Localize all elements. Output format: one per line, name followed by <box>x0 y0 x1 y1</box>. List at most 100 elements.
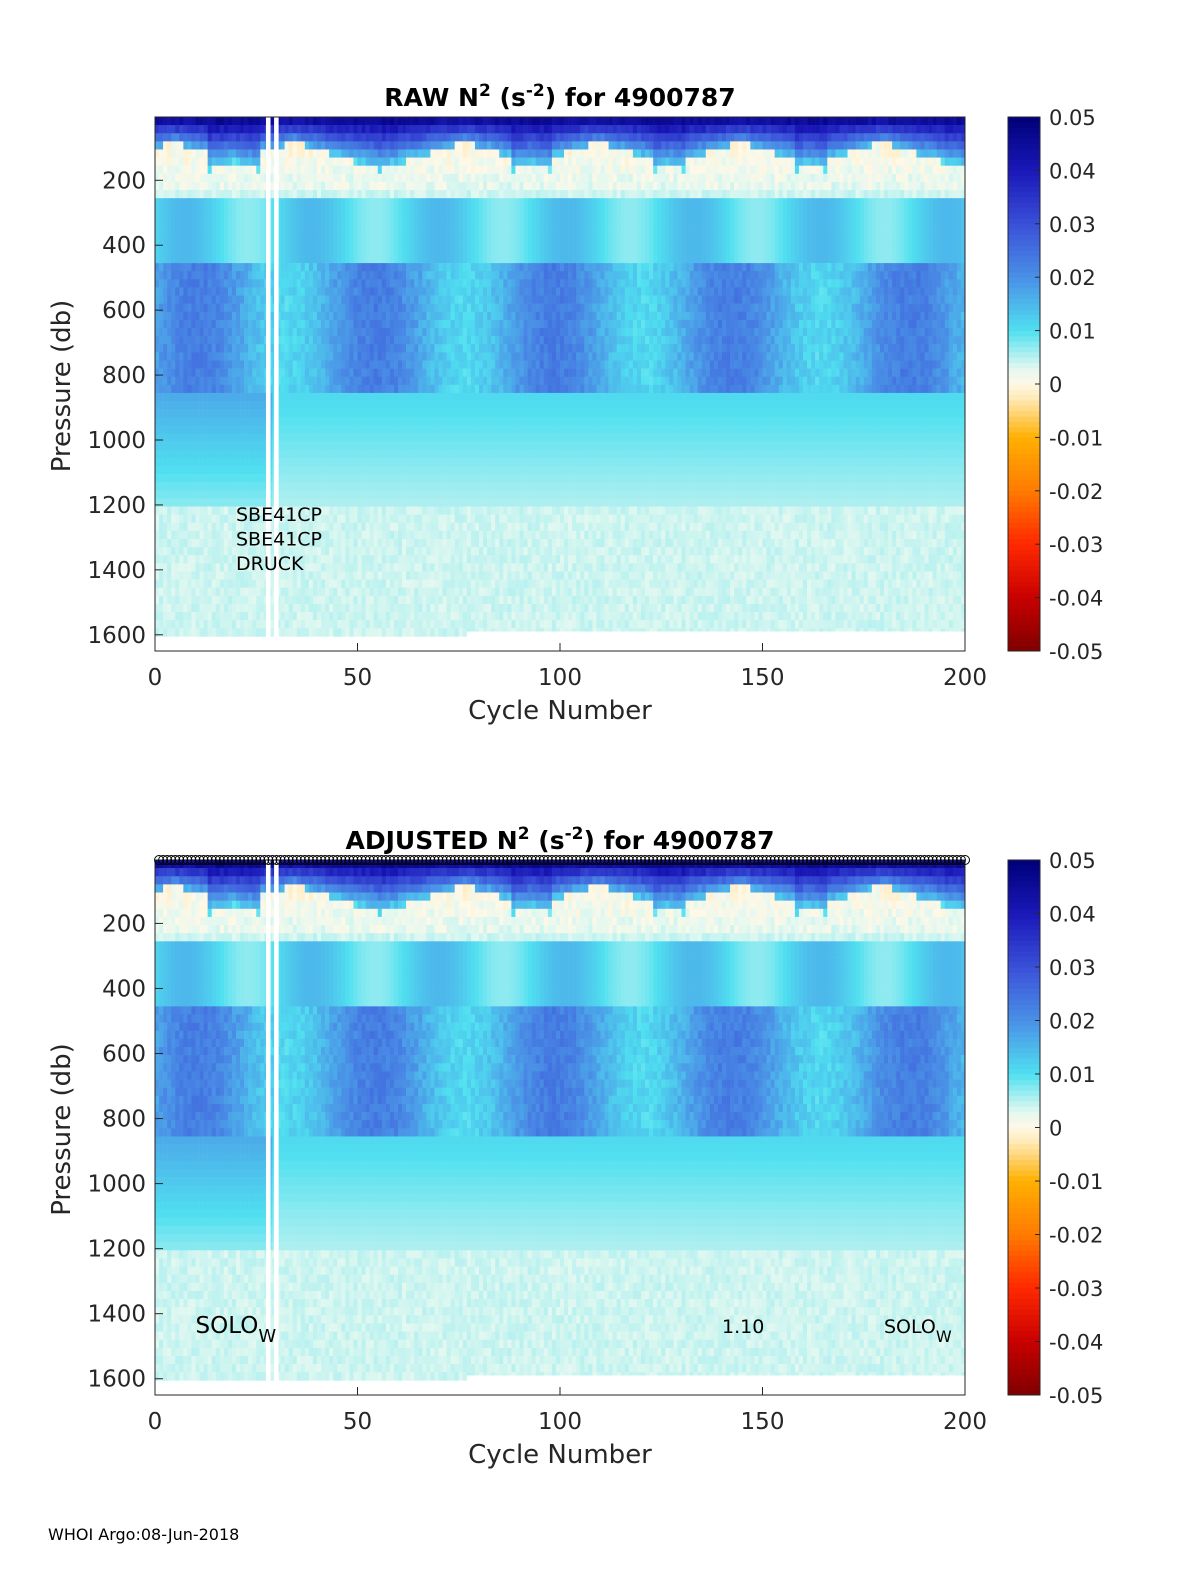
heatmap-cell <box>377 449 383 459</box>
heatmap-cell <box>195 595 200 605</box>
heatmap-cell <box>373 198 379 207</box>
heatmap-cell <box>292 352 298 361</box>
heatmap-cell <box>312 571 318 580</box>
heatmap-cell <box>353 368 358 377</box>
heatmap-cell <box>256 482 261 491</box>
heatmap-cell <box>215 352 221 361</box>
heatmap-cell <box>183 425 188 434</box>
heatmap-cell <box>227 522 233 532</box>
heatmap-cell <box>179 133 184 142</box>
heatmap-cell <box>454 433 460 442</box>
heatmap-cell <box>240 344 245 353</box>
heatmap-cell <box>357 336 362 345</box>
heatmap-cell <box>369 547 374 556</box>
heatmap-cell <box>422 368 427 377</box>
heatmap-cell <box>430 157 435 166</box>
heatmap-cell <box>240 506 245 515</box>
heatmap-cell <box>393 612 399 621</box>
heatmap-cell <box>353 254 358 264</box>
heatmap-cell <box>211 530 217 540</box>
heatmap-cell <box>385 595 391 605</box>
heatmap-cell <box>244 628 249 637</box>
heatmap-cell <box>353 352 358 361</box>
heatmap-cell <box>260 254 265 264</box>
heatmap-cell <box>276 344 281 353</box>
heatmap-cell <box>167 117 172 126</box>
heatmap-cell <box>389 530 395 540</box>
heatmap-cell <box>393 165 399 175</box>
heatmap-cell <box>337 433 342 442</box>
heatmap-cell <box>446 198 451 207</box>
heatmap-cell <box>353 514 358 524</box>
heatmap-cell <box>187 214 192 223</box>
heatmap-cell <box>329 587 334 597</box>
heatmap-cell <box>296 133 302 142</box>
heatmap-cell <box>219 628 225 637</box>
heatmap-cell <box>438 612 443 621</box>
heatmap-cell <box>244 238 249 248</box>
heatmap-cell <box>418 238 423 248</box>
heatmap-cell <box>333 490 338 499</box>
heatmap-cell <box>349 620 354 629</box>
heatmap-cell <box>365 230 370 240</box>
heatmap-cell <box>325 165 330 175</box>
heatmap-cell <box>155 360 160 369</box>
heatmap-cell <box>308 433 314 442</box>
heatmap-cell <box>414 409 419 418</box>
heatmap-cell <box>406 352 411 361</box>
heatmap-cell <box>183 401 188 410</box>
heatmap-cell <box>240 157 245 166</box>
heatmap-cell <box>398 311 403 321</box>
heatmap-cell <box>422 449 427 459</box>
heatmap-cell <box>462 603 468 613</box>
heatmap-cell <box>231 539 237 548</box>
heatmap-cell <box>430 587 435 597</box>
heatmap-cell <box>410 246 415 256</box>
heatmap-cell <box>393 571 399 580</box>
heatmap-cell <box>349 449 354 459</box>
heatmap-cell <box>288 157 293 166</box>
heatmap-cell <box>398 133 403 142</box>
heatmap-cell <box>325 449 330 459</box>
heatmap-cell <box>414 417 419 426</box>
heatmap-cell <box>325 238 330 248</box>
heatmap-cell <box>240 336 245 345</box>
heatmap-cell <box>159 482 164 491</box>
heatmap-cell <box>223 555 229 564</box>
heatmap-cell <box>187 336 192 345</box>
heatmap-cell <box>341 595 346 605</box>
heatmap-cell <box>450 263 455 272</box>
heatmap-cell <box>260 628 265 637</box>
heatmap-cell <box>179 336 184 345</box>
heatmap-cell <box>191 571 196 580</box>
heatmap-cell <box>191 181 196 191</box>
heatmap-cell <box>300 336 306 345</box>
heatmap-cell <box>207 125 212 134</box>
heatmap-cell <box>353 587 358 597</box>
heatmap-cell <box>373 425 379 434</box>
heatmap-cell <box>357 214 362 223</box>
heatmap-cell <box>296 141 302 150</box>
heatmap-cell <box>414 555 419 564</box>
heatmap-cell <box>308 328 314 337</box>
heatmap-cell <box>349 425 354 434</box>
heatmap-cell <box>231 563 237 572</box>
heatmap-cell <box>175 409 180 418</box>
heatmap-cell <box>418 165 423 175</box>
heatmap-cell <box>183 498 188 507</box>
heatmap-cell <box>373 628 379 637</box>
heatmap-cell <box>442 465 447 475</box>
heatmap-cell <box>446 457 451 467</box>
heatmap-cell <box>304 149 310 158</box>
heatmap-cell <box>385 222 391 231</box>
heatmap-cell <box>434 198 439 207</box>
heatmap-cell <box>438 125 443 134</box>
heatmap-cell <box>215 222 221 231</box>
heatmap-cell <box>337 384 342 394</box>
heatmap-cell <box>215 360 221 369</box>
heatmap-cell <box>240 376 245 386</box>
heatmap-cell <box>280 230 285 240</box>
heatmap-cell <box>284 254 289 264</box>
heatmap-cell <box>276 157 281 166</box>
heatmap-cell <box>252 263 257 272</box>
